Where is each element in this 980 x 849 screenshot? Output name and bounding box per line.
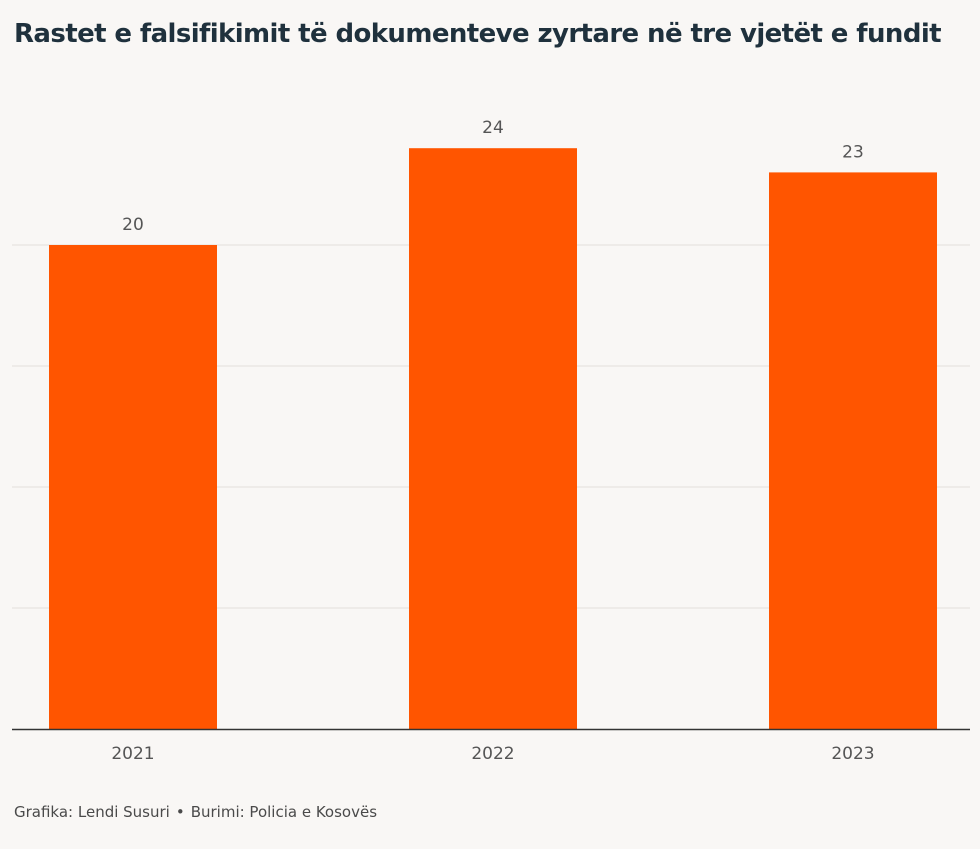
- tick-label-2022: 2022: [471, 744, 514, 764]
- tick-label-2021: 2021: [111, 744, 154, 764]
- bar-2022: [409, 148, 577, 729]
- chart-footer: Grafika: Lendi Susuri • Burimi: Policia e …: [14, 803, 377, 821]
- data-label-2023: 23: [842, 142, 864, 162]
- bar-2021: [49, 245, 217, 729]
- data-label-2021: 20: [122, 215, 144, 235]
- data-label-2022: 24: [482, 118, 504, 138]
- source-text: Burimi: Policia e Kosovës: [190, 803, 378, 821]
- bar-2023: [769, 172, 937, 729]
- credit-text: Grafika: Lendi Susuri: [14, 803, 170, 821]
- tick-label-2023: 2023: [831, 744, 874, 764]
- x-axis-tick-labels: 2021 2022 2023: [111, 744, 874, 764]
- chart-title: Rastet e falsifikimit të dokumenteve zyr…: [14, 19, 942, 49]
- data-labels: 20 24 23: [122, 118, 864, 235]
- bars: [49, 148, 937, 729]
- footer-separator: •: [175, 803, 185, 821]
